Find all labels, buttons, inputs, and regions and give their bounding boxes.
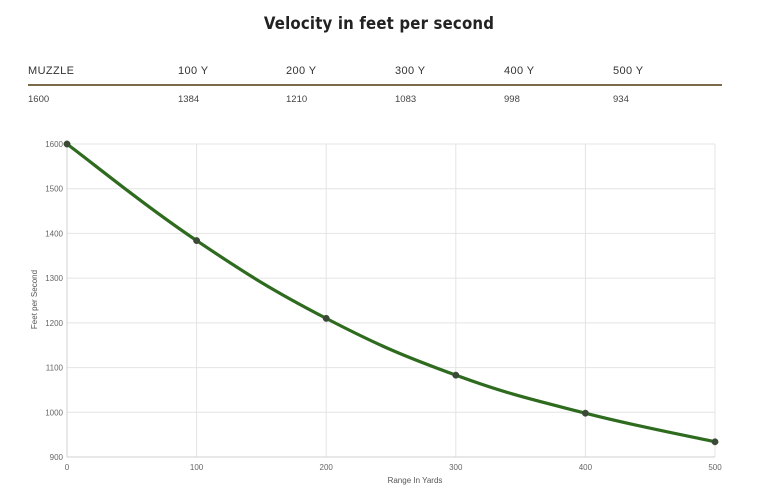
y-tick-label: 1200 [45,319,63,328]
table-cell-400y: 998 [504,94,520,105]
y-tick-label: 1300 [45,274,63,283]
y-tick-label: 1000 [45,408,63,417]
data-point-0 [63,140,71,148]
page-title: Velocity in feet per second [263,14,495,34]
x-axis-title: Range In Yards [388,476,443,485]
y-tick-label: 1600 [45,140,63,149]
y-tick-label: 1100 [46,364,64,373]
table-row: 1600 1384 1210 1083 998 934 [28,86,722,108]
x-tick-label: 500 [708,463,722,472]
table-header-400y: 400 Y [504,65,535,77]
table-header-200y: 200 Y [286,65,317,77]
table-header-row: MUZZLE 100 Y 200 Y 300 Y 400 Y 500 Y [28,62,722,86]
table-header-300y: 300 Y [395,65,426,77]
data-point-100 [193,237,201,245]
velocity-table: MUZZLE 100 Y 200 Y 300 Y 400 Y 500 Y 160… [28,62,722,108]
x-tick-label: 300 [449,463,463,472]
table-cell-muzzle: 1600 [28,94,50,105]
table-cell-500y: 934 [613,94,629,105]
data-point-500 [711,438,719,446]
table-cell-200y: 1210 [286,94,308,105]
y-tick-label: 1500 [45,185,63,194]
x-tick-label: 100 [190,463,204,472]
table-cell-300y: 1083 [395,94,417,105]
x-tick-label: 0 [65,463,70,472]
table-header-500y: 500 Y [613,65,644,77]
data-point-400 [581,409,589,417]
y-tick-label: 1400 [45,229,63,238]
table-header-100y: 100 Y [178,65,209,77]
y-axis-title: Feet per Second [30,270,39,329]
series-line-velocity [65,142,717,444]
table-cell-100y: 1384 [178,94,200,105]
x-tick-label: 200 [320,463,334,472]
data-point-200 [322,314,330,322]
table-header-muzzle: MUZZLE [28,65,75,77]
y-tick-label: 900 [50,453,64,462]
data-point-300 [452,371,460,379]
x-tick-label: 400 [579,463,593,472]
